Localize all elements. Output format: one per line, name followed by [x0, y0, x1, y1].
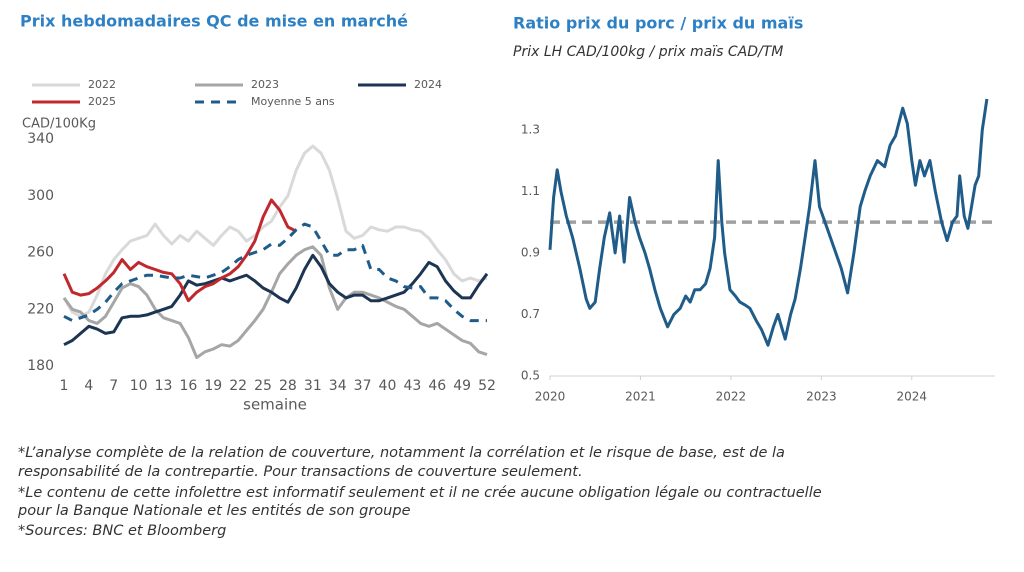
line-series	[62, 245, 488, 359]
legend-label: 2024	[414, 78, 442, 91]
x-tick-label: 28	[279, 378, 297, 394]
legend-label: Moyenne 5 ans	[251, 95, 335, 108]
y-tick-label: 1.3	[521, 122, 540, 136]
x-tick-label: 49	[453, 378, 471, 394]
x-tick-label: 13	[155, 378, 173, 394]
x-tick-label: 34	[329, 378, 347, 394]
x-tick-label: 37	[354, 378, 372, 394]
chart-subtitle: Prix LH CAD/100kg / prix maïs CAD/TM	[513, 44, 783, 60]
x-tick-label: 46	[428, 378, 446, 394]
y-tick-label: 0.9	[521, 245, 540, 259]
line-series	[63, 253, 489, 347]
y-tick-label: 300	[27, 188, 54, 204]
x-tick-label: 2022	[716, 390, 747, 404]
line-series	[548, 98, 989, 347]
x-tick-label: 19	[204, 378, 222, 394]
x-tick-label: 2021	[625, 390, 656, 404]
note: responsabilité de la contrepartie. Pour …	[18, 464, 583, 480]
x-axis-label: semaine	[243, 396, 307, 414]
x-tick-label: 1	[60, 378, 69, 394]
x-tick-label: 40	[379, 378, 397, 394]
x-tick-label: 52	[478, 378, 496, 394]
x-tick-label: 7	[109, 378, 118, 394]
y-tick-label: 180	[27, 358, 54, 374]
y-tick-label: 0.5	[521, 369, 540, 383]
y-tick-label: 0.7	[521, 307, 540, 321]
x-tick-label: 2020	[535, 390, 566, 404]
note: *L’analyse complète de la relation de co…	[18, 445, 785, 461]
legend-label: 2022	[88, 78, 116, 91]
line-series	[62, 144, 488, 318]
y-tick-label: 260	[27, 245, 54, 261]
x-tick-label: 2024	[897, 390, 928, 404]
line-series	[63, 222, 487, 323]
chart-title: Prix hebdomadaires QC de mise en marché	[20, 12, 408, 31]
x-tick-label: 2023	[806, 390, 837, 404]
x-tick-label: 43	[403, 378, 421, 394]
x-tick-label: 22	[229, 378, 247, 394]
y-tick-label: 220	[27, 301, 54, 317]
note: pour la Banque Nationale et les entités …	[17, 503, 411, 519]
note: *Le contenu de cette infolettre est info…	[18, 485, 822, 501]
legend-label: 2023	[251, 78, 279, 91]
y-tick-label: 1.1	[521, 184, 540, 198]
line-series	[62, 198, 297, 303]
x-tick-label: 25	[254, 378, 272, 394]
legend-label: 2025	[88, 95, 116, 108]
y-axis-label: CAD/100Kg	[22, 117, 96, 132]
y-tick-label: 340	[27, 131, 54, 147]
chart-title: Ratio prix du porc / prix du maïs	[513, 14, 803, 33]
x-tick-label: 31	[304, 378, 322, 394]
x-tick-label: 16	[179, 378, 197, 394]
note: *Sources: BNC et Bloomberg	[18, 523, 226, 539]
x-tick-label: 4	[84, 378, 93, 394]
notes: *L’analyse complète de la relation de co…	[17, 445, 822, 539]
x-tick-label: 10	[130, 378, 148, 394]
